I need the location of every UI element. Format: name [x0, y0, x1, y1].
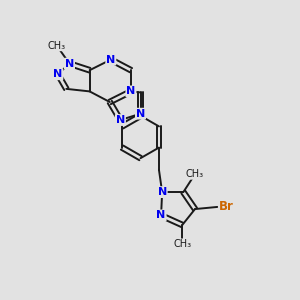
Text: N: N — [126, 86, 136, 96]
Text: N: N — [106, 55, 116, 64]
Text: Br: Br — [219, 200, 234, 213]
Text: N: N — [53, 69, 62, 79]
Text: N: N — [65, 58, 74, 69]
Text: N: N — [157, 210, 166, 220]
Text: N: N — [116, 115, 125, 125]
Text: CH₃: CH₃ — [48, 40, 66, 51]
Text: N: N — [158, 187, 167, 197]
Text: CH₃: CH₃ — [186, 169, 204, 179]
Text: CH₃: CH₃ — [173, 239, 191, 249]
Text: N: N — [136, 109, 145, 119]
